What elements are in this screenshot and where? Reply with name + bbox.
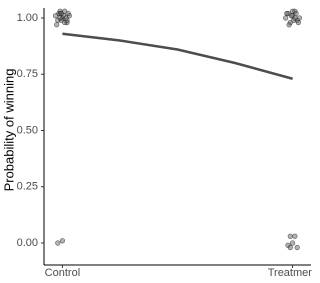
point [284,10,290,17]
point [64,17,70,23]
x-tick-label: Control [45,267,80,278]
x-tick-label: Treatment [268,267,312,278]
point [283,15,289,21]
point [287,244,293,251]
point [296,15,303,21]
point [292,15,298,21]
y-tick-label: 0.00 [17,237,38,249]
point [55,240,61,246]
y-tick-label: 0.50 [17,124,38,136]
y-tick-label: 1.00 [17,12,38,24]
point [292,233,298,239]
fit-line [62,32,293,80]
y-axis-label: Probability of winning [1,69,16,192]
point [57,15,63,21]
point [58,10,64,17]
y-tick-label: 0.25 [17,181,38,193]
chart: Probability of winning 0.00 0.25 0.50 0.75 1… [1,8,317,279]
point [286,22,292,28]
y-tick-label: 0.75 [17,68,38,80]
point [295,19,301,26]
point [294,244,300,251]
point [289,240,296,246]
point [287,233,293,239]
point [65,10,71,17]
point [289,8,296,14]
point [54,22,60,28]
point [59,238,66,244]
